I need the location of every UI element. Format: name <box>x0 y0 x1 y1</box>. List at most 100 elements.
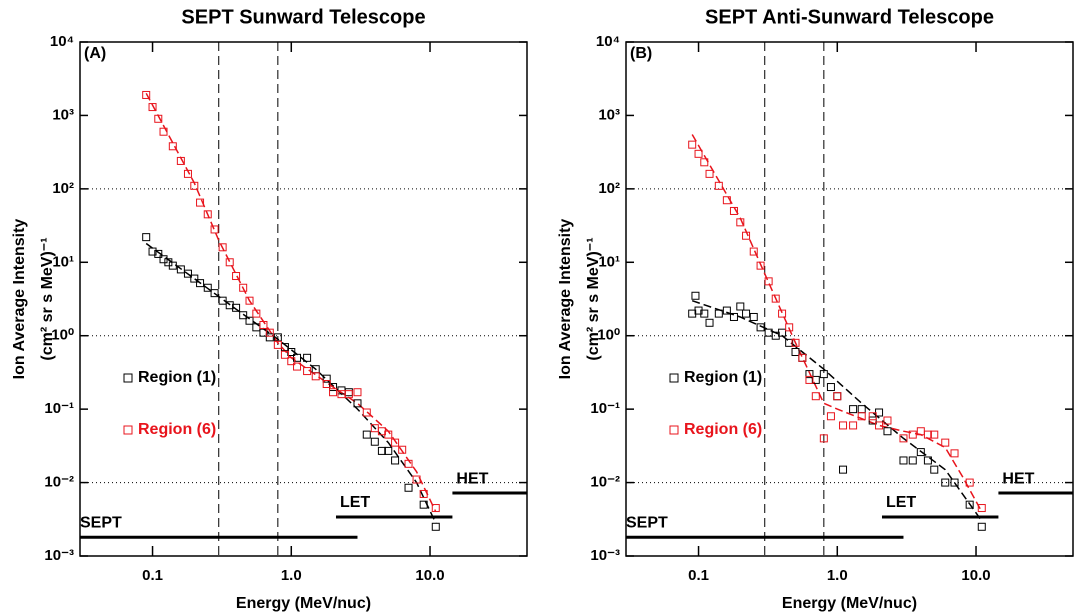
data-point <box>691 291 700 300</box>
legend-label: Region (6) <box>138 421 216 438</box>
y-axis-label: Ion Average Intensity <box>11 219 28 380</box>
x-tick-label: 0.1 <box>142 567 163 584</box>
data-point <box>218 296 227 305</box>
data-point <box>154 249 163 258</box>
plot-frame <box>625 41 1074 557</box>
data-point <box>176 265 185 274</box>
legend-marker <box>669 425 679 435</box>
data-point <box>370 437 379 446</box>
data-point <box>908 456 917 465</box>
data-point <box>404 459 413 468</box>
data-point <box>398 445 407 454</box>
range-label: SEPT <box>80 514 122 531</box>
y-tick-label: 10⁻³ <box>590 547 620 564</box>
data-point <box>857 405 866 414</box>
data-point <box>811 375 820 384</box>
plot-frame <box>79 41 528 557</box>
legend-marker <box>123 373 133 383</box>
data-point <box>736 218 745 227</box>
data-point <box>700 309 709 318</box>
x-axis-label: Energy (MeV/nuc) <box>236 595 371 612</box>
data-point <box>805 370 814 379</box>
data-point <box>839 465 848 474</box>
data-point <box>362 408 371 417</box>
data-point <box>729 206 738 215</box>
data-point <box>245 316 254 325</box>
data-point <box>287 348 296 357</box>
fit-line <box>691 299 983 522</box>
data-point <box>965 500 974 509</box>
data-point <box>899 456 908 465</box>
data-point <box>431 522 440 531</box>
data-point <box>190 181 199 190</box>
data-point <box>868 416 877 425</box>
panel-label: (B) <box>630 45 652 62</box>
data-point <box>756 323 765 332</box>
data-point <box>168 261 177 270</box>
legend-marker <box>123 425 133 435</box>
data-point <box>329 388 338 397</box>
y-tick-label: 10⁻² <box>44 474 74 491</box>
data-point <box>736 302 745 311</box>
data-point <box>857 412 866 421</box>
data-point <box>965 478 974 487</box>
y-tick-label: 10⁰ <box>597 327 620 344</box>
data-point <box>826 383 835 392</box>
data-point <box>154 114 163 123</box>
x-axis-label: Energy (MeV/nuc) <box>782 595 917 612</box>
data-point <box>303 367 312 376</box>
y-tick-label: 10⁻¹ <box>44 400 74 417</box>
data-point <box>419 500 428 509</box>
y-axis-label: (cm² sr s MeV)⁻¹ <box>39 237 56 360</box>
data-point <box>798 353 807 362</box>
data-point <box>322 374 331 383</box>
y-tick-label: 10³ <box>52 106 74 123</box>
data-point <box>362 430 371 439</box>
data-point <box>239 311 248 320</box>
data-point <box>714 181 723 190</box>
data-point <box>778 309 787 318</box>
data-point <box>749 247 758 256</box>
data-point <box>694 149 703 158</box>
legend-label: Region (6) <box>684 421 762 438</box>
data-point <box>908 430 917 439</box>
data-point <box>159 127 168 136</box>
data-point <box>941 478 950 487</box>
data-point <box>419 489 428 498</box>
data-point <box>183 269 192 278</box>
legend-marker <box>669 373 679 383</box>
data-point <box>142 233 151 242</box>
data-point <box>977 522 986 531</box>
data-point <box>811 392 820 401</box>
y-tick-label: 10⁴ <box>596 33 620 50</box>
data-point <box>705 318 714 327</box>
data-point <box>431 504 440 513</box>
data-point <box>252 309 261 318</box>
data-point <box>168 142 177 151</box>
y-tick-label: 10⁻¹ <box>590 400 620 417</box>
data-point <box>916 448 925 457</box>
data-point <box>322 379 331 388</box>
data-point <box>764 277 773 286</box>
y-tick-label: 10⁻² <box>590 474 620 491</box>
data-point <box>225 258 234 267</box>
data-point <box>785 338 794 347</box>
data-point <box>225 301 234 310</box>
panel-label: (A) <box>84 45 106 62</box>
data-point <box>239 283 248 292</box>
fit-line <box>145 242 437 524</box>
data-point <box>384 430 393 439</box>
data-point <box>791 338 800 347</box>
data-point <box>756 261 765 270</box>
y-axis-label: Ion Average Intensity <box>557 219 574 380</box>
data-point <box>218 243 227 252</box>
data-point <box>412 475 421 484</box>
data-point <box>977 504 986 513</box>
data-point <box>391 438 400 447</box>
x-tick-label: 1.0 <box>281 567 302 584</box>
data-point <box>293 362 302 371</box>
y-tick-label: 10⁻³ <box>44 547 74 564</box>
data-point <box>688 140 697 149</box>
x-tick-label: 10.0 <box>415 567 444 584</box>
